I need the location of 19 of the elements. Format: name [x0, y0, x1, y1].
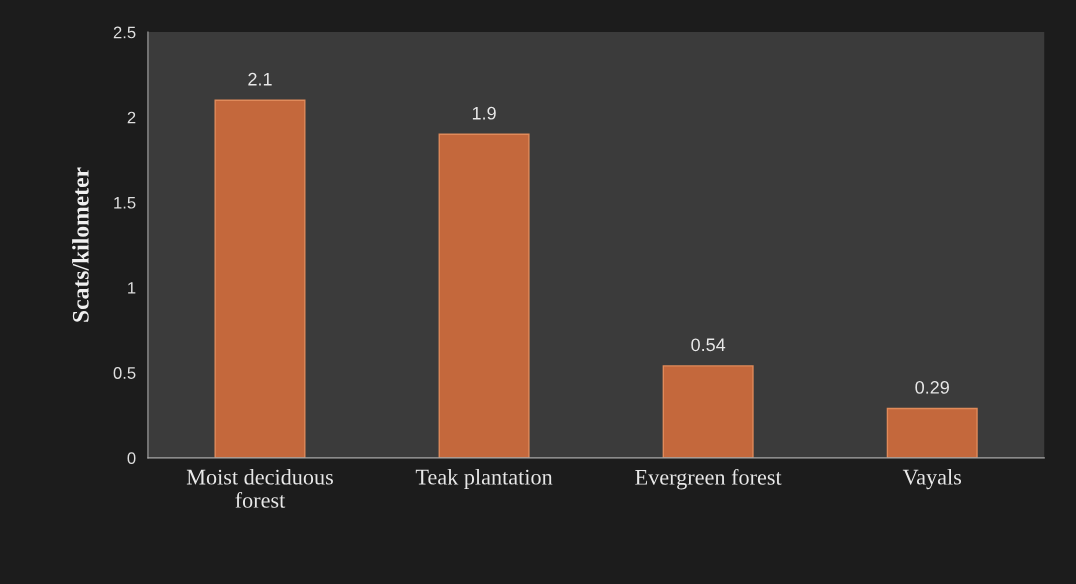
y-tick-label: 0	[127, 452, 136, 465]
x-tick-label: Vayals	[902, 468, 962, 490]
bar	[886, 407, 978, 458]
x-tick-label: Evergreen forest	[635, 468, 782, 490]
x-tick-label: Teak plantation	[415, 468, 553, 490]
data-label: 0.54	[691, 338, 726, 352]
data-label: 2.1	[248, 72, 272, 86]
y-axis-title: Scats/kilometer	[72, 167, 89, 322]
y-tick-label: 0.5	[113, 367, 136, 379]
y-tick-label: 2	[127, 111, 136, 124]
data-label: 0.29	[915, 381, 949, 394]
bar	[662, 365, 754, 458]
data-label: 1.9	[472, 106, 496, 120]
bar	[438, 133, 530, 458]
x-tick-label: Moist deciduous forest	[186, 468, 333, 508]
y-tick-label: 2.5	[113, 26, 136, 39]
y-tick-label: 1.5	[114, 196, 136, 209]
bar	[214, 99, 306, 458]
y-tick-label: 1	[128, 282, 136, 294]
